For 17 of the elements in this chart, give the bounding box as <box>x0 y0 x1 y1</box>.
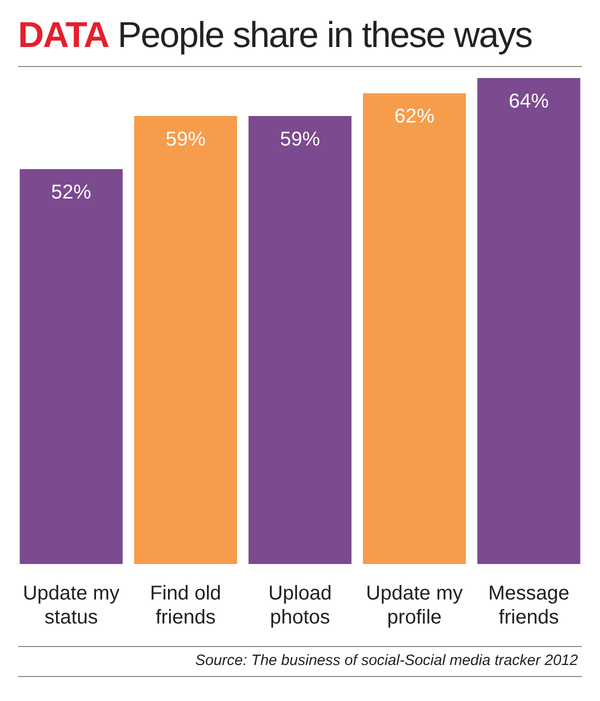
source-note: Source: The business of social-Social media tracker 2012 <box>195 652 578 669</box>
data-label: 64% <box>508 90 550 113</box>
bar <box>362 93 466 564</box>
x-tick-label: Upload photos <box>268 582 332 629</box>
x-tick-label: Update my status <box>22 582 120 629</box>
data-label: 59% <box>280 128 320 150</box>
x-tick-label: Update my profile <box>366 582 463 629</box>
data-label: 52% <box>51 182 92 204</box>
data-label: 62% <box>394 106 435 128</box>
bar <box>20 169 123 564</box>
chart-title: DATA People share in these ways <box>18 14 532 56</box>
data-label: 59% <box>166 128 206 150</box>
bar <box>134 116 238 564</box>
x-tick-label: Find old friends <box>150 582 222 629</box>
x-tick-label: Message friends <box>488 582 570 629</box>
bar <box>477 78 580 564</box>
bar <box>248 116 352 564</box>
